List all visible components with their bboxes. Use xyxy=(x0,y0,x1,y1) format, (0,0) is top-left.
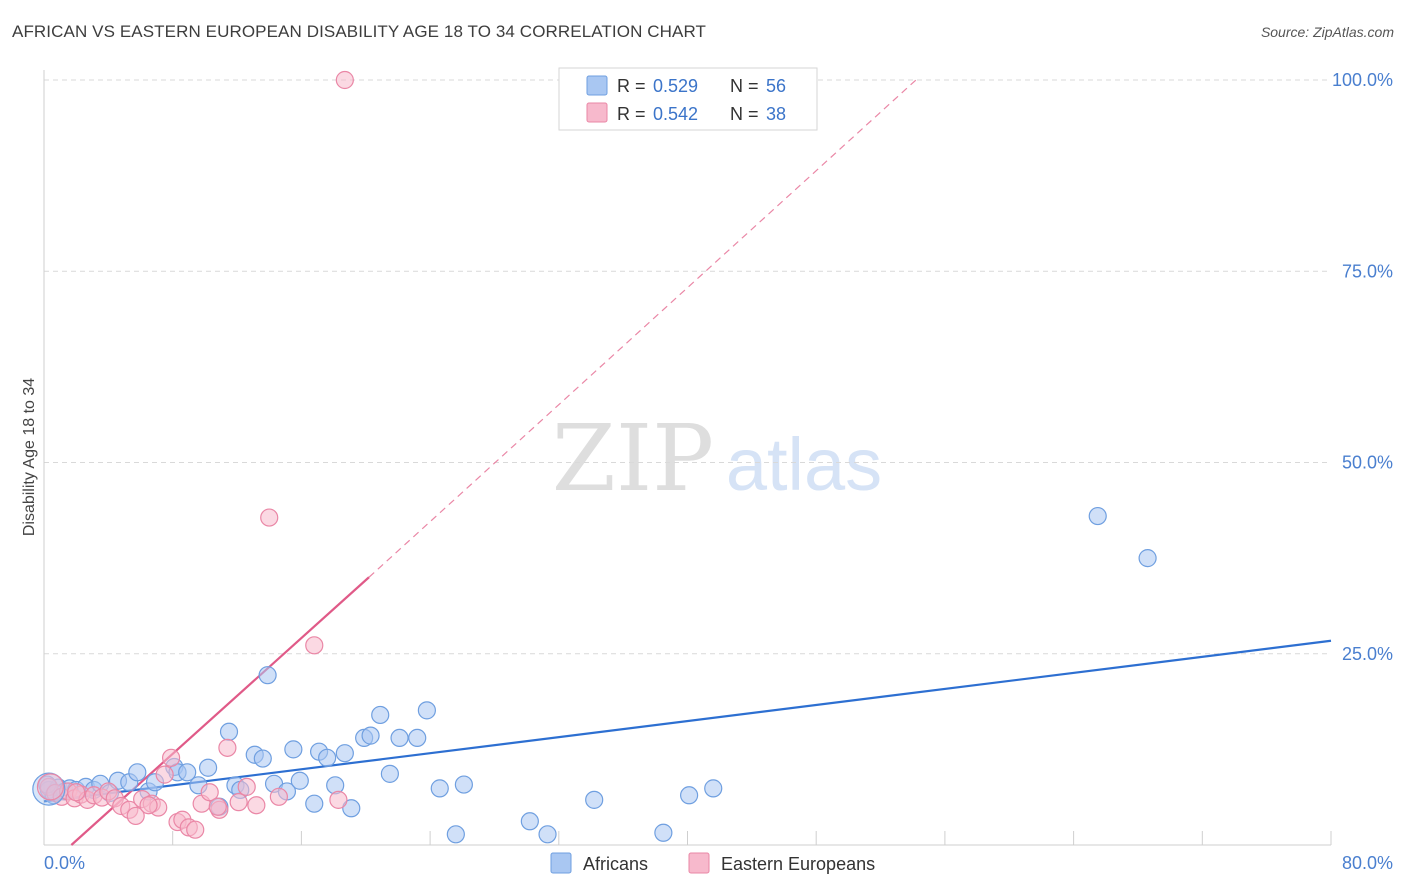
legend-n-value: 56 xyxy=(766,76,786,96)
point-africans xyxy=(408,728,427,748)
point-eastern-europeans xyxy=(126,806,145,826)
y-axis-label: Disability Age 18 to 34 xyxy=(21,378,38,536)
data-points xyxy=(32,70,1157,844)
point-africans xyxy=(178,763,197,782)
point-africans xyxy=(680,786,699,805)
point-eastern-europeans xyxy=(67,783,86,802)
series-legend-swatch-africans[interactable] xyxy=(550,852,572,874)
point-africans xyxy=(380,764,399,783)
point-africans xyxy=(390,728,409,748)
point-eastern-europeans xyxy=(229,793,248,812)
series-legend-label-eastern-europeans[interactable]: Eastern Europeans xyxy=(721,854,875,874)
point-africans xyxy=(1138,549,1157,568)
point-africans xyxy=(371,705,390,725)
tick-labels: 25.0% 50.0% 75.0% 100.0% 0.0% 80.0% xyxy=(44,70,1393,873)
series-legend-swatch-eastern-europeans[interactable] xyxy=(688,852,710,874)
grid xyxy=(44,79,1331,655)
series-legend: Africans Eastern Europeans xyxy=(550,852,875,874)
point-eastern-europeans xyxy=(208,797,227,816)
legend-r-label: R = xyxy=(617,104,651,124)
point-africans xyxy=(446,825,465,844)
series-legend-label-africans[interactable]: Africans xyxy=(583,854,648,874)
point-africans xyxy=(342,799,361,818)
point-africans xyxy=(520,812,539,831)
point-eastern-europeans xyxy=(161,748,181,767)
point-africans xyxy=(1088,506,1107,526)
point-eastern-europeans xyxy=(329,790,348,809)
point-eastern-europeans xyxy=(269,787,288,806)
point-eastern-europeans xyxy=(247,796,266,815)
point-eastern-europeans xyxy=(186,820,205,839)
point-africans xyxy=(219,722,239,741)
watermark-zip: ZIP xyxy=(552,405,714,512)
point-africans xyxy=(654,823,673,842)
point-africans xyxy=(704,779,723,798)
point-eastern-europeans xyxy=(155,765,174,784)
point-eastern-europeans xyxy=(36,773,65,801)
y-tick-label: 75.0% xyxy=(1342,261,1393,281)
x-tick-label: 0.0% xyxy=(44,853,85,873)
point-africans xyxy=(284,740,303,759)
point-africans xyxy=(198,758,218,777)
point-eastern-europeans xyxy=(237,777,256,796)
point-africans xyxy=(305,794,324,813)
point-africans xyxy=(32,772,66,806)
legend-n-value: 38 xyxy=(766,104,786,124)
point-africans xyxy=(430,779,449,798)
y-tick-label: 100.0% xyxy=(1332,70,1393,90)
y-tick-label: 50.0% xyxy=(1342,453,1393,473)
trend-line-africans xyxy=(43,639,1332,803)
legend-n-label: N = xyxy=(730,104,764,124)
axes xyxy=(43,70,1332,846)
point-africans xyxy=(335,744,354,763)
legend-r-value: 0.542 xyxy=(653,104,698,124)
legend-swatch-africans xyxy=(586,75,608,96)
legend-n-label: N = xyxy=(730,76,764,96)
point-africans xyxy=(253,749,272,768)
point-africans xyxy=(290,771,309,790)
legend-r-value: 0.529 xyxy=(653,76,698,96)
watermark-atlas: atlas xyxy=(726,423,882,506)
point-africans xyxy=(318,748,337,767)
stats-legend: R = 0.529 N = 56 R = 0.542 N = 38 xyxy=(558,67,818,131)
point-eastern-europeans xyxy=(139,796,158,815)
point-eastern-europeans xyxy=(305,636,324,655)
y-tick-label: 25.0% xyxy=(1342,644,1393,664)
point-eastern-europeans xyxy=(218,738,237,757)
source-label: Source: ZipAtlas.com xyxy=(1260,24,1394,40)
point-eastern-europeans xyxy=(335,70,354,90)
point-africans xyxy=(128,763,147,782)
legend-r-label: R = xyxy=(617,76,651,96)
point-africans xyxy=(538,825,557,844)
point-eastern-europeans xyxy=(200,783,219,802)
point-africans xyxy=(417,701,436,720)
x-tick-label: 80.0% xyxy=(1342,853,1393,873)
trend-line-extension-eastern-europeans xyxy=(368,79,917,578)
point-africans xyxy=(258,666,277,685)
point-africans xyxy=(361,726,380,745)
legend-swatch-eastern-europeans xyxy=(586,102,608,123)
point-africans xyxy=(454,775,473,794)
point-africans xyxy=(585,790,604,809)
point-eastern-europeans xyxy=(260,508,279,527)
chart-title: AFRICAN VS EASTERN EUROPEAN DISABILITY A… xyxy=(12,22,707,41)
